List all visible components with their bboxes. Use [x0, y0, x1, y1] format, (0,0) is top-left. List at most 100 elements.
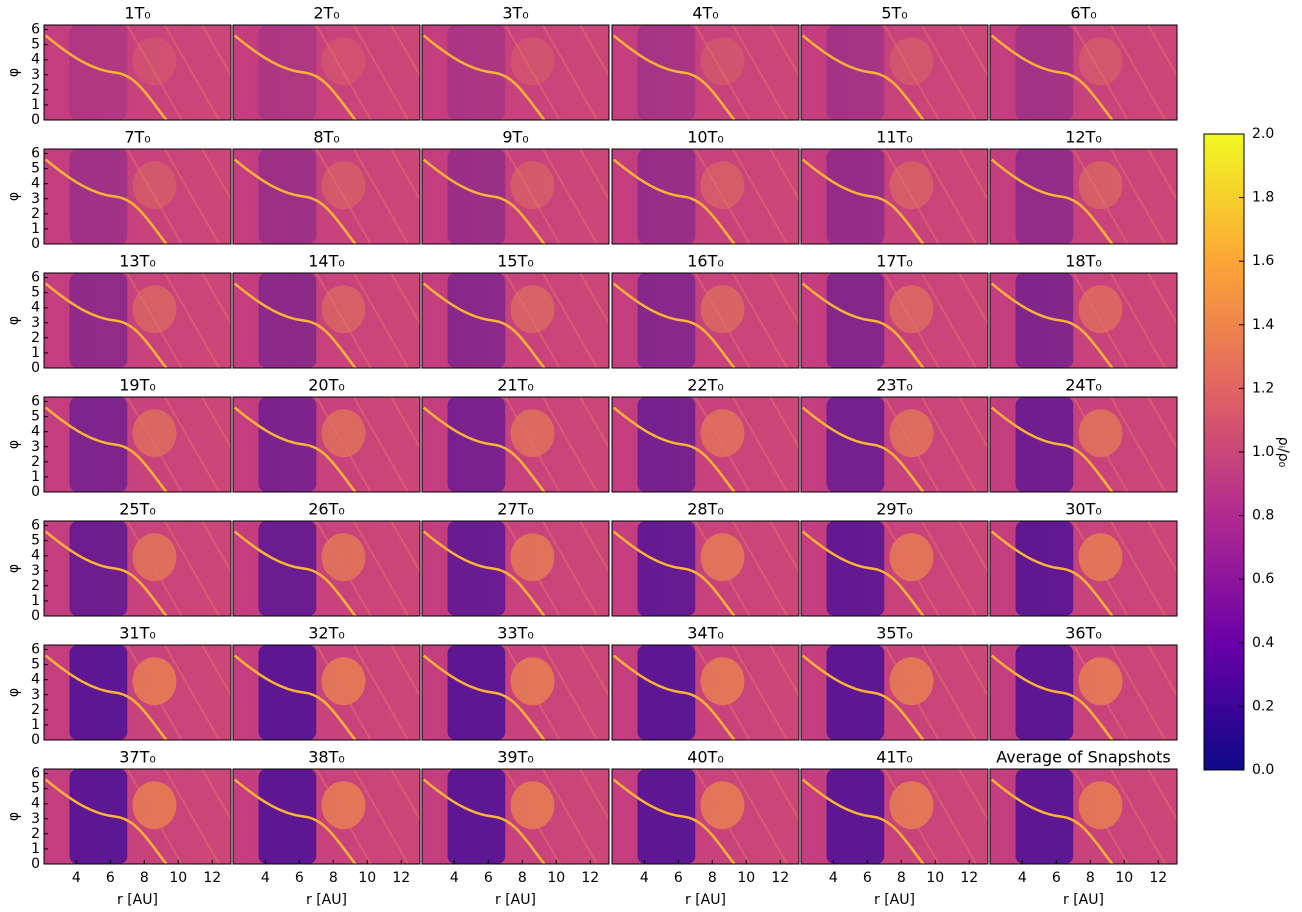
y-tick-label: 0	[31, 856, 40, 872]
heatmap	[612, 25, 799, 120]
bright-region	[321, 533, 366, 582]
panel-title: 25T₀	[119, 500, 156, 519]
x-tick-label: 4	[640, 870, 649, 886]
heatmap	[612, 149, 799, 244]
spiral-wake	[233, 34, 357, 120]
bright-region	[700, 161, 745, 210]
streak	[958, 273, 988, 326]
streak	[1072, 521, 1129, 616]
colorbar-label: ρᵢ/ρ₀	[1275, 437, 1291, 468]
panel: 20T₀	[232, 376, 421, 493]
x-tick-label: 12	[1149, 870, 1167, 886]
streak	[315, 397, 372, 492]
y-tick-label: 5	[31, 37, 40, 53]
heatmap	[44, 149, 231, 244]
bright-region	[510, 781, 555, 830]
streak	[1072, 769, 1129, 864]
colorbar-tick-label: 1.4	[1252, 317, 1274, 333]
panel-frame	[43, 148, 232, 245]
spiral-wake	[422, 158, 546, 244]
streak	[769, 273, 799, 326]
panel: Average of Snapshots 4 6 8 10 12 r [AU]	[989, 748, 1178, 908]
bright-region	[700, 533, 745, 582]
x-axis-label: r [AU]	[117, 892, 158, 908]
streak	[504, 149, 561, 244]
y-tick-label: 5	[31, 285, 40, 301]
panel-frame	[421, 644, 610, 741]
bright-region	[321, 657, 366, 706]
streak	[504, 645, 561, 740]
gap	[258, 25, 317, 120]
gap	[1015, 25, 1074, 120]
heatmap	[612, 273, 799, 368]
panel-title: 37T₀	[119, 748, 156, 767]
bright-region	[132, 781, 177, 830]
streak	[958, 521, 988, 574]
streak	[731, 769, 788, 864]
x-tick-label: 8	[140, 870, 149, 886]
heatmap	[990, 769, 1177, 864]
streak	[201, 769, 231, 822]
panel-frame	[989, 768, 1178, 865]
streak	[352, 25, 409, 120]
panel-frame	[800, 24, 989, 121]
panel: 12T₀	[989, 128, 1178, 245]
spiral-wake	[801, 158, 925, 244]
gap	[637, 645, 696, 740]
heatmap	[990, 273, 1177, 368]
streak	[920, 645, 977, 740]
gap	[826, 149, 885, 244]
spiral-wake	[233, 406, 357, 492]
y-tick-label: 5	[31, 533, 40, 549]
bright-region	[132, 533, 177, 582]
streak	[1109, 149, 1166, 244]
gap	[637, 397, 696, 492]
streak	[694, 769, 751, 864]
panel-frame	[611, 272, 800, 369]
streak	[1072, 397, 1129, 492]
heatmap	[422, 273, 609, 368]
x-axis-label: r [AU]	[306, 892, 347, 908]
panel: 34T₀	[611, 624, 800, 741]
streak	[958, 25, 988, 78]
panel-title: 11T₀	[876, 128, 913, 147]
streak	[958, 149, 988, 202]
streak	[390, 149, 420, 202]
heatmap	[801, 769, 988, 864]
bright-region	[889, 37, 934, 86]
streak	[694, 149, 751, 244]
heatmap	[990, 521, 1177, 616]
streak	[769, 25, 799, 78]
y-tick-label: 0	[31, 112, 40, 128]
gap	[1015, 273, 1074, 368]
streak	[579, 769, 609, 822]
heatmap	[801, 645, 988, 740]
panel-title: 32T₀	[308, 624, 345, 643]
y-tick-label: 0	[31, 360, 40, 376]
spiral-wake	[990, 530, 1114, 616]
streak	[731, 397, 788, 492]
panel-title: 17T₀	[876, 252, 913, 271]
gap	[69, 25, 128, 120]
gap	[1015, 521, 1074, 616]
y-tick-label: 5	[31, 781, 40, 797]
x-tick-label: 12	[203, 870, 221, 886]
y-tick-label: 3	[31, 439, 40, 455]
streak	[883, 769, 940, 864]
gap	[637, 273, 696, 368]
panel-frame	[611, 24, 800, 121]
panel-title: 12T₀	[1065, 128, 1102, 147]
y-axis-label: φ	[6, 316, 22, 325]
heatmap	[801, 521, 988, 616]
panel-title: 23T₀	[876, 376, 913, 395]
panel-title: 4T₀	[692, 4, 718, 23]
streak	[1072, 25, 1129, 120]
gap	[637, 149, 696, 244]
heatmap	[233, 25, 420, 120]
panel: 21T₀	[421, 376, 610, 493]
panel-frame	[800, 148, 989, 245]
panel-frame	[232, 272, 421, 369]
streak	[504, 273, 561, 368]
panel-title: 10T₀	[687, 128, 724, 147]
streak	[126, 273, 183, 368]
